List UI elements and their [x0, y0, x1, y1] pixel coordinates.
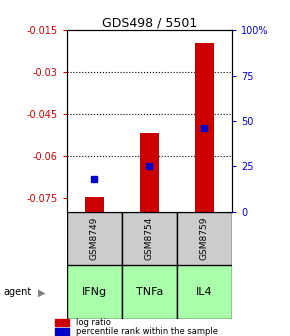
Bar	[122, 212, 177, 265]
Bar	[55, 328, 69, 335]
Text: percentile rank within the sample: percentile rank within the sample	[76, 327, 218, 336]
Text: GSM8759: GSM8759	[200, 217, 209, 260]
Bar	[195, 43, 214, 212]
Text: IL4: IL4	[196, 287, 213, 297]
Text: IFNg: IFNg	[82, 287, 107, 297]
Text: agent: agent	[3, 287, 31, 297]
Text: GSM8749: GSM8749	[90, 217, 99, 260]
Bar	[140, 133, 159, 212]
Title: GDS498 / 5501: GDS498 / 5501	[102, 16, 197, 29]
Bar	[67, 212, 122, 265]
Bar	[55, 319, 69, 326]
Bar	[177, 265, 232, 319]
Text: TNFa: TNFa	[136, 287, 163, 297]
Bar	[122, 265, 177, 319]
Bar	[85, 197, 104, 212]
Text: log ratio: log ratio	[76, 318, 111, 327]
Text: GSM8754: GSM8754	[145, 217, 154, 260]
Bar	[67, 265, 122, 319]
Text: ▶: ▶	[38, 287, 45, 297]
Bar	[177, 212, 232, 265]
